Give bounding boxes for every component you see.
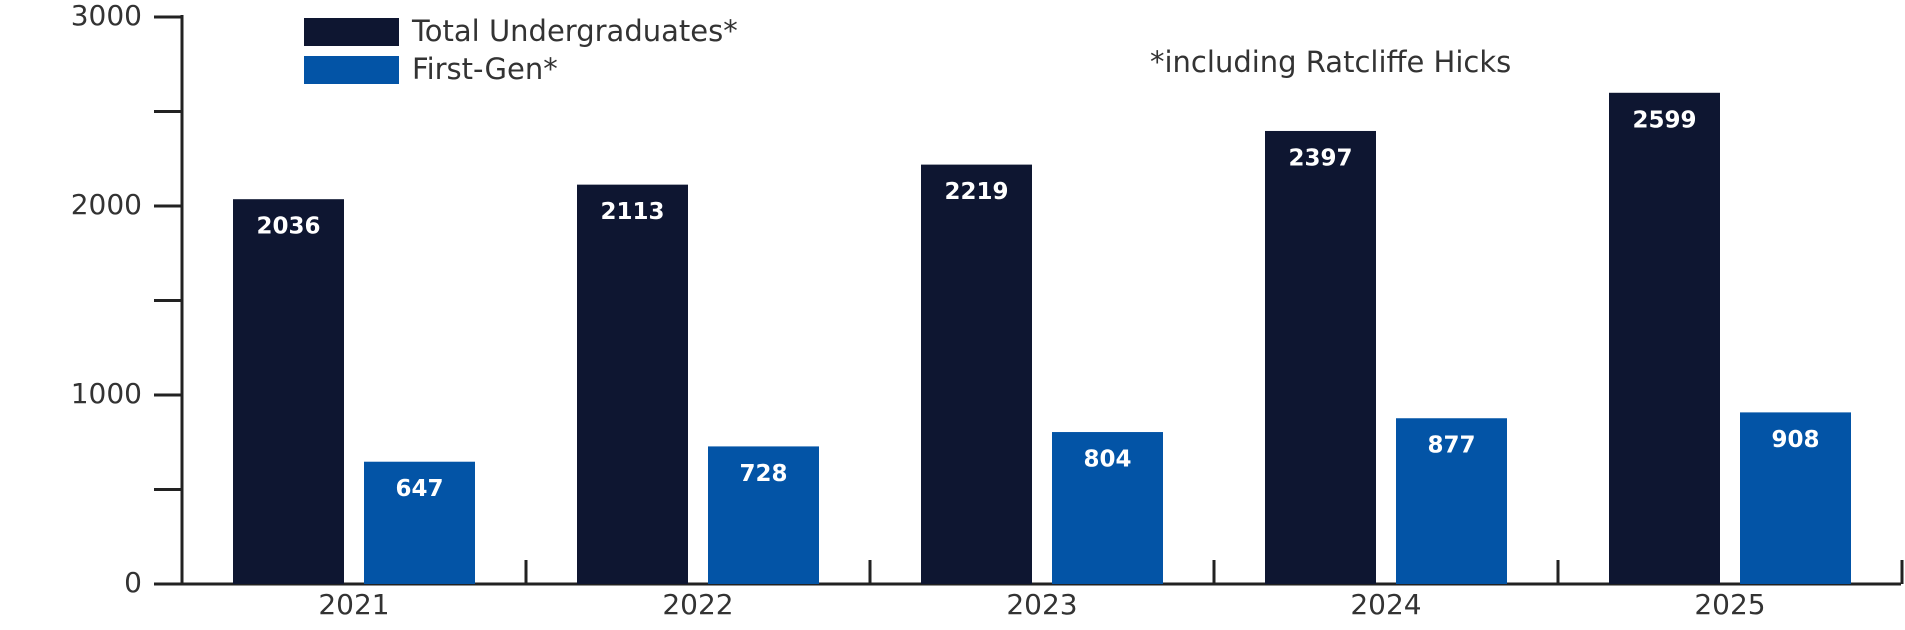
- legend-swatch: [304, 56, 399, 84]
- value-label: 2599: [1632, 107, 1696, 133]
- value-label: 2397: [1288, 145, 1352, 171]
- x-tick-label: 2025: [1694, 588, 1765, 621]
- value-label: 2036: [256, 214, 320, 240]
- bar: [577, 184, 688, 584]
- bar: [1052, 432, 1163, 584]
- legend-swatch: [304, 18, 399, 46]
- bar: [1396, 418, 1507, 584]
- x-tick-label: 2023: [1006, 588, 1077, 621]
- value-label: 2219: [944, 179, 1008, 205]
- y-tick-label: 2000: [71, 188, 142, 221]
- annotation: *including Ratcliffe Hicks: [1150, 45, 1511, 79]
- legend-label: Total Undergraduates*: [411, 14, 738, 48]
- bar: [921, 164, 1032, 584]
- bar: [364, 461, 475, 584]
- value-label: 728: [739, 461, 787, 487]
- bar: [233, 199, 344, 585]
- bar: [1740, 412, 1851, 584]
- y-tick-label: 3000: [71, 0, 142, 32]
- y-tick-label: 1000: [71, 377, 142, 410]
- bar: [708, 446, 819, 584]
- legend-label: First-Gen*: [412, 52, 558, 86]
- bar: [1265, 130, 1376, 585]
- value-label: 647: [395, 476, 443, 502]
- value-label: 908: [1771, 427, 1819, 453]
- bar: [1609, 92, 1720, 584]
- x-tick-label: 2024: [1350, 588, 1421, 621]
- value-label: 804: [1083, 447, 1131, 473]
- x-tick-label: 2021: [318, 588, 389, 621]
- value-label: 2113: [600, 199, 664, 225]
- y-tick-label: 0: [124, 566, 142, 599]
- x-tick-label: 2022: [662, 588, 733, 621]
- value-label: 877: [1427, 433, 1475, 459]
